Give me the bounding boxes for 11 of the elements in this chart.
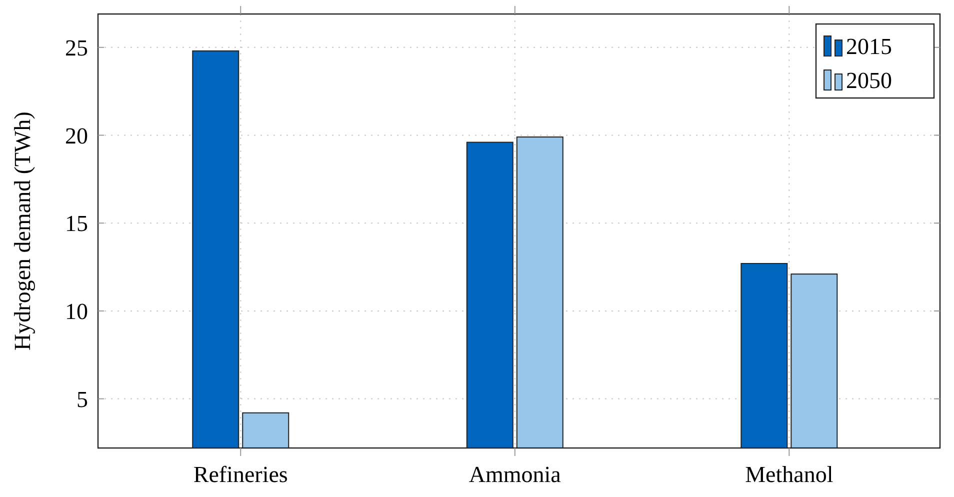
x-tick-label: Ammonia <box>468 462 561 487</box>
y-tick-label: 25 <box>65 35 88 60</box>
y-tick-label: 10 <box>65 298 88 324</box>
legend-label: 2050 <box>846 68 892 93</box>
y-tick-label: 20 <box>65 123 88 148</box>
y-tick-label: 15 <box>65 211 88 236</box>
legend-label: 2015 <box>846 34 892 59</box>
y-axis-title: Hydrogen demand (TWh) <box>10 112 35 350</box>
x-tick-label: Refineries <box>193 462 288 487</box>
x-tick-label: Methanol <box>745 462 834 487</box>
y-tick-label: 5 <box>76 386 88 412</box>
